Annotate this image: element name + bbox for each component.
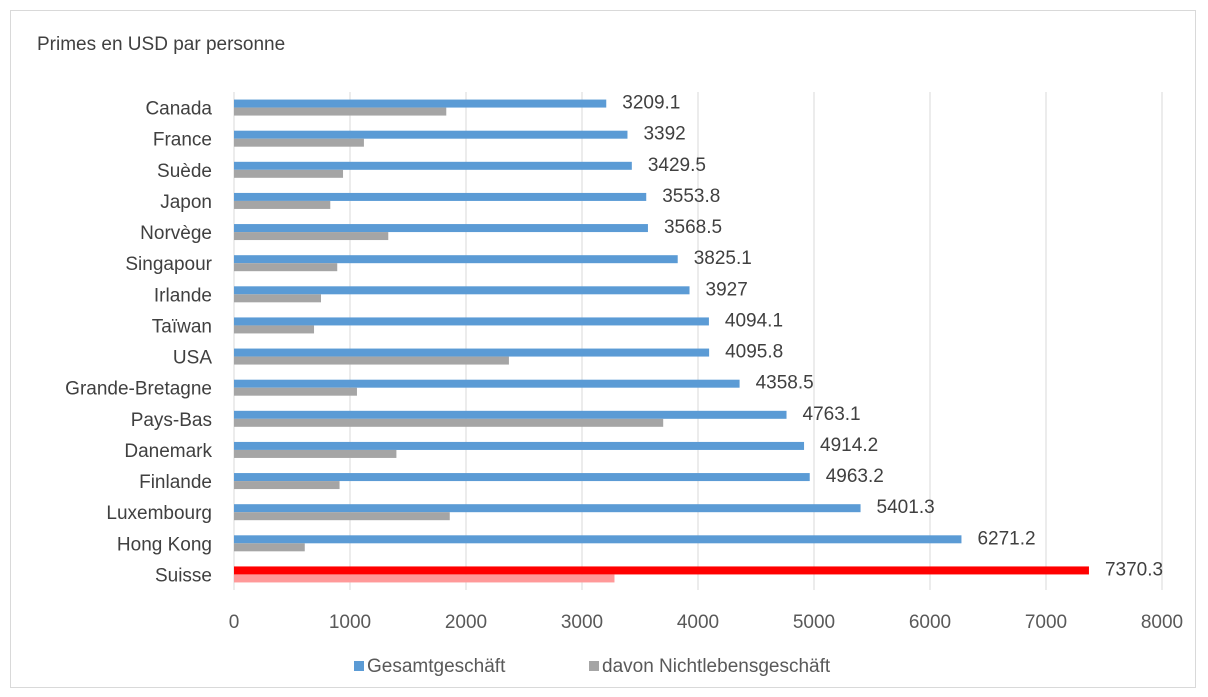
bar-nonlife: [234, 169, 344, 178]
data-label: 3825.1: [694, 248, 752, 269]
bar-nonlife: [234, 325, 315, 334]
category-label: Hong Kong: [117, 534, 212, 555]
category-label: Luxembourg: [106, 503, 212, 524]
bar-nonlife: [234, 449, 397, 458]
bar-total: [234, 566, 1089, 575]
legend-swatch-total: [354, 661, 364, 671]
bar-total: [234, 348, 710, 357]
bar-total: [234, 130, 628, 139]
bar-nonlife: [234, 107, 447, 116]
category-label: Singapour: [125, 254, 212, 275]
x-tick-label: 0: [229, 612, 240, 633]
x-tick-label: 2000: [445, 612, 487, 633]
data-label: 3568.5: [664, 217, 722, 238]
category-label: Finlande: [139, 472, 212, 493]
category-label: Pays-Bas: [131, 410, 212, 431]
category-label: USA: [173, 348, 212, 369]
bar-nonlife: [234, 543, 305, 552]
bar-total: [234, 410, 787, 419]
data-label: 3553.8: [662, 186, 720, 207]
bar-nonlife: [234, 356, 509, 365]
bar-nonlife: [234, 138, 364, 147]
x-tick-label: 4000: [677, 612, 719, 633]
legend-label: Gesamtgeschäft: [367, 656, 506, 677]
bar-total: [234, 379, 740, 388]
x-tick-label: 3000: [561, 612, 603, 633]
bar-total: [234, 473, 810, 482]
data-label: 6271.2: [977, 528, 1035, 549]
chart-title: Primes en USD par personne: [37, 34, 286, 55]
bar-total: [234, 161, 632, 170]
bar-nonlife: [234, 418, 664, 427]
bar-total: [234, 99, 607, 108]
bar-total: [234, 317, 709, 326]
data-label: 4963.2: [826, 466, 884, 487]
data-label: 3392: [643, 124, 685, 145]
legend: Gesamtgeschäft davon Nichtlebensgeschäft: [354, 656, 831, 677]
category-label: Irlande: [154, 285, 212, 306]
category-label: Danemark: [124, 441, 212, 462]
x-tick-label: 8000: [1141, 612, 1183, 633]
data-label: 7370.3: [1105, 559, 1163, 580]
bar-total: [234, 504, 861, 513]
data-label: 5401.3: [877, 497, 935, 518]
bar-total: [234, 192, 647, 201]
category-label: Suisse: [155, 565, 212, 586]
bar-nonlife: [234, 387, 357, 396]
data-label: 4094.1: [725, 310, 783, 331]
bar-total: [234, 286, 690, 295]
labels: 0 1000 2000 3000 4000 5000 6000 7000 8000 Canada 3…: [65, 93, 1183, 633]
category-label: Grande-Bretagne: [65, 379, 212, 400]
category-label: Canada: [145, 99, 212, 120]
category-label: Norvège: [140, 223, 212, 244]
data-label: 3927: [706, 279, 748, 300]
bar-nonlife: [234, 200, 331, 209]
data-label: 4358.5: [756, 373, 814, 394]
x-tick-label: 5000: [793, 612, 835, 633]
data-label: 4914.2: [820, 435, 878, 456]
bars: [234, 99, 1089, 583]
data-label: 4763.1: [803, 404, 861, 425]
data-label: 3209.1: [622, 93, 680, 114]
bar-total: [234, 535, 962, 544]
x-tick-label: 6000: [909, 612, 951, 633]
data-label: 4095.8: [725, 342, 783, 363]
bar-nonlife: [234, 232, 389, 241]
bar-nonlife: [234, 574, 615, 583]
bar-total: [234, 441, 805, 450]
category-label: Taïwan: [152, 316, 212, 337]
bar-nonlife: [234, 512, 450, 521]
bar-total: [234, 224, 648, 233]
bar-nonlife: [234, 294, 321, 303]
legend-label: davon Nichtlebensgeschäft: [602, 656, 831, 677]
x-tick-label: 1000: [329, 612, 371, 633]
x-tick-label: 7000: [1025, 612, 1067, 633]
legend-swatch-nonlife: [589, 661, 599, 671]
category-label: France: [153, 130, 212, 151]
category-label: Suède: [157, 161, 212, 182]
bar-total: [234, 255, 678, 264]
bar-nonlife: [234, 481, 340, 490]
data-label: 3429.5: [648, 155, 706, 176]
category-label: Japon: [160, 192, 212, 213]
bar-nonlife: [234, 263, 338, 272]
